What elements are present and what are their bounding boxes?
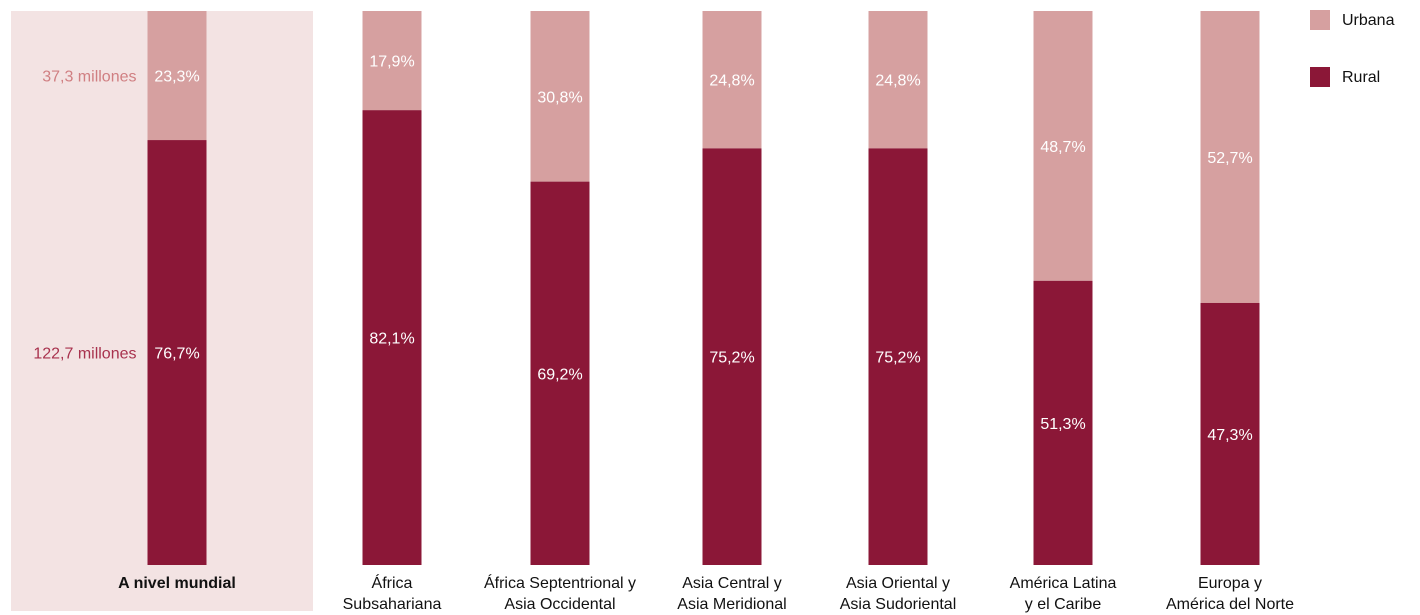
legend-swatch-rural <box>1310 67 1330 87</box>
category-label-line: Asia Sudoriental <box>840 596 957 613</box>
data-label-urbana: 24,8% <box>875 73 920 90</box>
data-label-urbana: 17,9% <box>369 54 414 71</box>
category-label-line: Europa y <box>1198 575 1262 592</box>
bar-urbana[interactable] <box>530 11 590 182</box>
bar-urbana[interactable] <box>702 11 762 149</box>
category-label-line: A nivel mundial <box>118 575 236 592</box>
bar-rural[interactable] <box>530 181 590 565</box>
category-label-line: América del Norte <box>1166 596 1294 613</box>
data-label-rural: 75,2% <box>875 350 920 367</box>
data-label-rural: 82,1% <box>369 331 414 348</box>
bar-rural[interactable] <box>1200 302 1260 565</box>
category-label-line: Subsahariana <box>343 596 442 613</box>
legend-label-rural: Rural <box>1342 69 1380 86</box>
bar-urbana[interactable] <box>1200 11 1260 303</box>
data-label-rural: 76,7% <box>154 346 199 363</box>
category-label: A nivel mundial <box>118 575 236 592</box>
data-label-urbana: 30,8% <box>537 89 582 106</box>
bar-rural[interactable] <box>702 148 762 565</box>
category-label: Europa y América del Norte <box>1166 575 1294 613</box>
legend-label-urbana: Urbana <box>1342 12 1395 29</box>
category-label-line: Asia Central y <box>682 575 782 592</box>
bar-rural[interactable] <box>147 140 207 565</box>
category-label: América Latina y el Caribe <box>1010 575 1117 613</box>
world-urbana-annotation: 37,3 millones <box>42 69 136 86</box>
category-label-line: Asia Occidental <box>504 596 615 613</box>
world-rural-annotation: 122,7 millones <box>33 346 136 363</box>
legend-swatch-urbana <box>1310 10 1330 30</box>
data-label-rural: 75,2% <box>709 350 754 367</box>
category-label-line: África Septentrional y <box>484 573 636 592</box>
data-label-urbana: 48,7% <box>1040 139 1085 156</box>
category-label-line: Asia Meridional <box>677 596 786 613</box>
category-label-line: América Latina <box>1010 575 1117 592</box>
data-label-rural: 51,3% <box>1040 416 1085 433</box>
bar-rural[interactable] <box>1033 280 1093 565</box>
data-label-urbana: 52,7% <box>1207 150 1252 167</box>
bar-urbana[interactable] <box>147 11 207 141</box>
category-label: Asia Central y Asia Meridional <box>677 575 786 613</box>
data-label-urbana: 23,3% <box>154 69 199 86</box>
category-label: Asia Oriental y Asia Sudoriental <box>840 575 957 613</box>
bar-urbana[interactable] <box>1033 11 1093 281</box>
bar-urbana[interactable] <box>868 11 928 149</box>
bar-urbana[interactable] <box>362 11 422 111</box>
category-label: África Subsahariana <box>343 573 442 613</box>
category-label-line: África <box>372 573 413 592</box>
data-label-rural: 69,2% <box>537 366 582 383</box>
bar-rural[interactable] <box>362 110 422 565</box>
data-label-rural: 47,3% <box>1207 427 1252 444</box>
category-label-line: Asia Oriental y <box>846 575 950 592</box>
category-label-line: y el Caribe <box>1025 596 1102 613</box>
bar-rural[interactable] <box>868 148 928 565</box>
category-label: África Septentrional y Asia Occidental <box>484 573 636 613</box>
data-label-urbana: 24,8% <box>709 73 754 90</box>
